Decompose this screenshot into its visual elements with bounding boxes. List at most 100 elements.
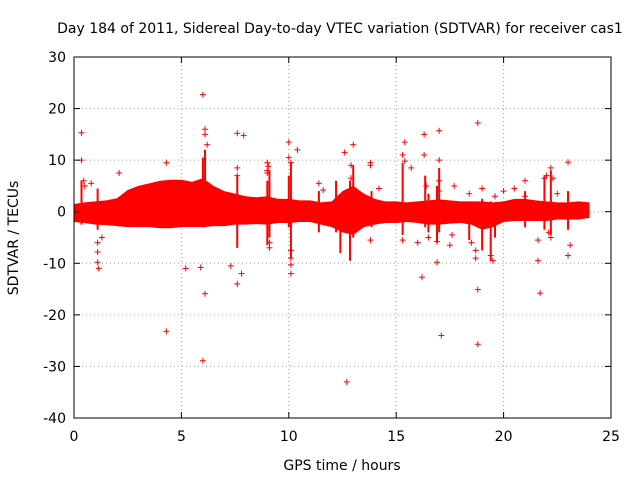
data-point bbox=[487, 252, 494, 259]
data-point bbox=[474, 286, 481, 293]
data-point bbox=[341, 149, 348, 156]
data-point bbox=[287, 270, 294, 277]
data-point bbox=[423, 182, 430, 189]
data-point bbox=[287, 247, 294, 254]
x-axis-label: GPS time / hours bbox=[283, 458, 400, 474]
data-point bbox=[204, 141, 211, 148]
data-point bbox=[474, 341, 481, 348]
data-point bbox=[451, 182, 458, 189]
data-point bbox=[202, 126, 209, 133]
data-point bbox=[238, 270, 245, 277]
data-point bbox=[466, 190, 473, 197]
data-point bbox=[421, 151, 428, 158]
data-point bbox=[492, 193, 499, 200]
data-point bbox=[234, 130, 241, 137]
data-point bbox=[547, 164, 554, 171]
data-point bbox=[367, 237, 374, 244]
data-point bbox=[94, 239, 101, 246]
y-tick-label: 0 bbox=[57, 205, 66, 221]
data-point bbox=[94, 248, 101, 255]
y-tick-label: 30 bbox=[48, 50, 66, 66]
data-point bbox=[468, 239, 475, 246]
data-point bbox=[197, 264, 204, 271]
x-tick-label: 20 bbox=[495, 429, 513, 445]
data-point bbox=[95, 265, 102, 272]
x-tick-label: 25 bbox=[602, 429, 620, 445]
data-point bbox=[88, 180, 95, 187]
axis-ticks bbox=[73, 56, 612, 419]
data-point bbox=[543, 172, 550, 179]
data-point bbox=[315, 180, 322, 187]
data-point bbox=[234, 164, 241, 171]
data-point bbox=[266, 239, 273, 246]
data-point bbox=[399, 237, 406, 244]
data-point bbox=[94, 259, 101, 266]
data-point bbox=[418, 274, 425, 281]
data-point bbox=[567, 242, 574, 249]
data-point bbox=[287, 261, 294, 268]
data-point bbox=[234, 280, 241, 287]
data-point bbox=[401, 139, 408, 146]
data-point bbox=[80, 177, 87, 184]
data-point bbox=[287, 255, 294, 262]
y-tick-label: -10 bbox=[43, 256, 66, 272]
data-point bbox=[472, 255, 479, 262]
x-tick-label: 0 bbox=[70, 429, 79, 445]
data-point bbox=[287, 159, 294, 166]
data-point bbox=[550, 175, 557, 182]
data-point bbox=[265, 163, 272, 170]
data-point bbox=[472, 247, 479, 254]
data-point bbox=[227, 262, 234, 269]
data-point bbox=[474, 120, 481, 127]
data-point bbox=[522, 193, 529, 200]
data-point bbox=[554, 190, 561, 197]
data-point bbox=[320, 187, 327, 194]
y-tick-labels: -40 -30 -20 -10 0 10 20 30 bbox=[43, 50, 66, 427]
data-point bbox=[436, 188, 443, 195]
data-point bbox=[264, 170, 271, 177]
chart-title: Day 184 of 2011, Sidereal Day-to-day VTE… bbox=[57, 21, 623, 37]
data-point bbox=[234, 172, 241, 179]
data-point bbox=[399, 151, 406, 158]
data-point bbox=[565, 252, 572, 259]
data-point bbox=[489, 257, 496, 264]
data-point bbox=[163, 159, 170, 166]
data-point bbox=[545, 229, 552, 236]
data-point bbox=[367, 162, 374, 169]
x-tick-labels: 0 5 10 15 20 25 bbox=[70, 429, 620, 445]
data-point bbox=[116, 170, 123, 177]
data-point bbox=[240, 132, 247, 139]
data-point bbox=[81, 182, 88, 189]
data-point bbox=[511, 185, 518, 192]
data-point bbox=[414, 239, 421, 246]
data-point bbox=[199, 357, 206, 364]
data-point bbox=[500, 188, 507, 195]
gridlines bbox=[74, 57, 611, 418]
data-point bbox=[537, 290, 544, 297]
data-point bbox=[202, 131, 209, 138]
data-point bbox=[434, 238, 441, 245]
x-tick-label: 10 bbox=[280, 429, 298, 445]
data-point bbox=[78, 129, 85, 136]
data-point bbox=[565, 159, 572, 166]
data-point bbox=[534, 237, 541, 244]
data-point bbox=[434, 259, 441, 266]
data-point bbox=[436, 177, 443, 184]
data-point bbox=[285, 139, 292, 146]
data-point bbox=[425, 234, 432, 241]
data-point bbox=[264, 159, 271, 166]
data-point bbox=[202, 290, 209, 297]
y-tick-label: 20 bbox=[48, 102, 66, 118]
data-point bbox=[294, 146, 301, 153]
data-points bbox=[74, 91, 590, 385]
y-tick-label: -30 bbox=[43, 359, 66, 375]
data-point bbox=[199, 91, 206, 98]
data-point bbox=[348, 162, 355, 169]
data-point bbox=[522, 177, 529, 184]
data-point bbox=[534, 257, 541, 264]
y-tick-label: 10 bbox=[48, 153, 66, 169]
data-point bbox=[438, 332, 445, 339]
y-tick-label: -20 bbox=[43, 308, 66, 324]
x-tick-label: 15 bbox=[387, 429, 405, 445]
